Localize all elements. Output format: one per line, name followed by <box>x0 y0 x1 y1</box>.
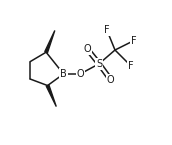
Text: O: O <box>107 75 114 85</box>
Text: F: F <box>128 61 134 71</box>
Text: O: O <box>76 69 84 79</box>
Text: F: F <box>131 36 137 46</box>
Text: F: F <box>104 26 110 35</box>
Text: O: O <box>84 44 91 54</box>
Text: B: B <box>60 69 67 79</box>
Text: S: S <box>96 59 102 69</box>
Polygon shape <box>46 85 56 107</box>
Polygon shape <box>45 30 55 53</box>
